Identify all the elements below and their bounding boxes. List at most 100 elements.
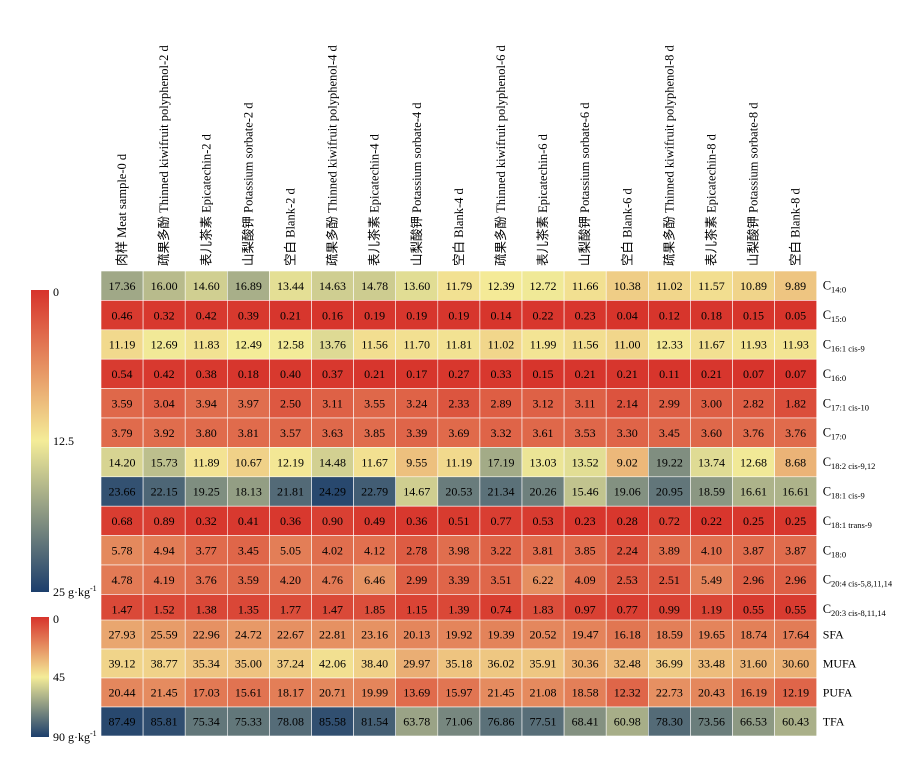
cell-value: 0.15 xyxy=(533,367,554,381)
heatmap-cell xyxy=(227,594,270,625)
cell-value: 0.68 xyxy=(112,514,133,528)
heatmap-cell xyxy=(479,619,523,650)
heatmap-cell xyxy=(437,677,481,708)
cell-value: 3.57 xyxy=(280,426,301,440)
heatmap-cell xyxy=(647,648,691,679)
heatmap-cell xyxy=(690,417,733,448)
heatmap-cell xyxy=(184,476,228,507)
cell-value: 42.06 xyxy=(319,657,346,671)
cell-value: 16.89 xyxy=(235,279,262,293)
heatmap-cell xyxy=(184,706,228,737)
cell-value: 2.51 xyxy=(659,573,680,587)
cell-value: 5.78 xyxy=(112,544,133,558)
heatmap-cell xyxy=(142,358,186,389)
heatmap-cell xyxy=(437,417,481,448)
heatmap-cell xyxy=(647,535,691,566)
heatmap-cell xyxy=(311,270,354,301)
cell-value: 3.85 xyxy=(575,544,596,558)
colorbar-tick-label: 45 xyxy=(53,670,65,684)
heatmap-cell xyxy=(100,677,144,708)
heatmap-cell xyxy=(437,594,481,625)
cell-value: 0.04 xyxy=(617,308,638,322)
cell-value: 19.99 xyxy=(361,686,388,700)
cell-value: 4.76 xyxy=(322,573,343,587)
heatmap-cell xyxy=(605,564,649,595)
cell-value: 1.52 xyxy=(154,602,175,616)
row-label: C20:3 cis-8,11,14 xyxy=(823,602,887,618)
heatmap-cell xyxy=(563,476,607,507)
heatmap-cell xyxy=(774,329,817,360)
cell-value: 0.32 xyxy=(196,514,217,528)
cell-value: 11.67 xyxy=(361,455,388,469)
heatmap-cell xyxy=(100,270,144,301)
heatmap-cell xyxy=(395,476,439,507)
column-label: 疏果多酚 Thinned kiwifruit polyphenol-6 d xyxy=(493,44,508,266)
heatmap-cell xyxy=(732,358,775,389)
cell-value: 4.78 xyxy=(112,573,133,587)
row-label: C18:1 cis-9 xyxy=(823,485,865,501)
cell-value: 2.78 xyxy=(406,544,427,558)
heatmap-cell xyxy=(690,358,733,389)
cell-value: 3.39 xyxy=(406,426,427,440)
cell-value: 1.83 xyxy=(533,602,554,616)
heatmap-cell xyxy=(142,706,186,737)
cell-value: 31.60 xyxy=(740,657,767,671)
heatmap-cell xyxy=(690,648,733,679)
cell-value: 10.67 xyxy=(235,455,262,469)
heatmap-cell xyxy=(605,505,649,536)
heatmap-cell xyxy=(690,619,733,650)
row-label: C16:0 xyxy=(823,367,846,383)
cell-value: 0.77 xyxy=(617,602,638,616)
cell-value: 3.85 xyxy=(364,426,385,440)
heatmap-cell xyxy=(353,594,397,625)
cell-value: 5.05 xyxy=(280,544,301,558)
column-label: 空白 Blank-6 d xyxy=(619,187,634,266)
column-label: 表儿茶素 Epicatechin-4 d xyxy=(367,133,382,266)
cell-value: 17.19 xyxy=(487,455,514,469)
heatmap-cell xyxy=(437,564,481,595)
heatmap-cell xyxy=(353,648,397,679)
cell-value: 0.36 xyxy=(280,514,301,528)
heatmap-cell xyxy=(353,505,397,536)
cell-value: 0.55 xyxy=(743,602,764,616)
heatmap-cell xyxy=(479,505,523,536)
cell-value: 21.34 xyxy=(487,485,514,499)
heatmap-cell xyxy=(521,505,565,536)
heatmap-cell xyxy=(774,358,817,389)
cell-value: 3.11 xyxy=(322,397,343,411)
cell-value: 4.94 xyxy=(154,544,175,558)
cell-value: 63.78 xyxy=(403,715,430,729)
heatmap-cell xyxy=(269,388,312,419)
cell-value: 66.53 xyxy=(740,715,767,729)
heatmap-cell xyxy=(100,535,144,566)
heatmap-cell xyxy=(311,594,354,625)
cell-value: 20.53 xyxy=(445,485,472,499)
cell-value: 21.45 xyxy=(151,686,178,700)
heatmap-cell xyxy=(353,476,397,507)
cell-value: 29.97 xyxy=(403,657,430,671)
heatmap-cell xyxy=(563,270,607,301)
cell-value: 4.10 xyxy=(701,544,722,558)
heatmap-cell xyxy=(647,417,691,448)
column-label: 山梨酸钾 Potassium sorbate-6 d xyxy=(577,102,592,266)
heatmap-cell xyxy=(479,447,523,478)
cell-value: 16.61 xyxy=(740,485,767,499)
heatmap-cell xyxy=(100,648,144,679)
cell-value: 3.59 xyxy=(112,397,133,411)
row-label: C17:1 cis-10 xyxy=(823,396,869,412)
cell-value: 12.58 xyxy=(277,338,304,352)
cell-value: 9.02 xyxy=(617,455,638,469)
heatmap-cell xyxy=(142,505,186,536)
heatmap-cell xyxy=(690,706,733,737)
heatmap-cell xyxy=(774,619,817,650)
heatmap-cell xyxy=(732,505,775,536)
heatmap-cell xyxy=(311,417,354,448)
heatmap-cell xyxy=(184,564,228,595)
cell-value: 0.74 xyxy=(490,602,511,616)
heatmap-cell xyxy=(184,417,228,448)
cell-value: 11.93 xyxy=(782,338,809,352)
cell-value: 3.04 xyxy=(154,397,175,411)
cell-value: 3.22 xyxy=(490,544,511,558)
cell-value: 0.21 xyxy=(575,367,596,381)
heatmap-cell xyxy=(142,648,186,679)
